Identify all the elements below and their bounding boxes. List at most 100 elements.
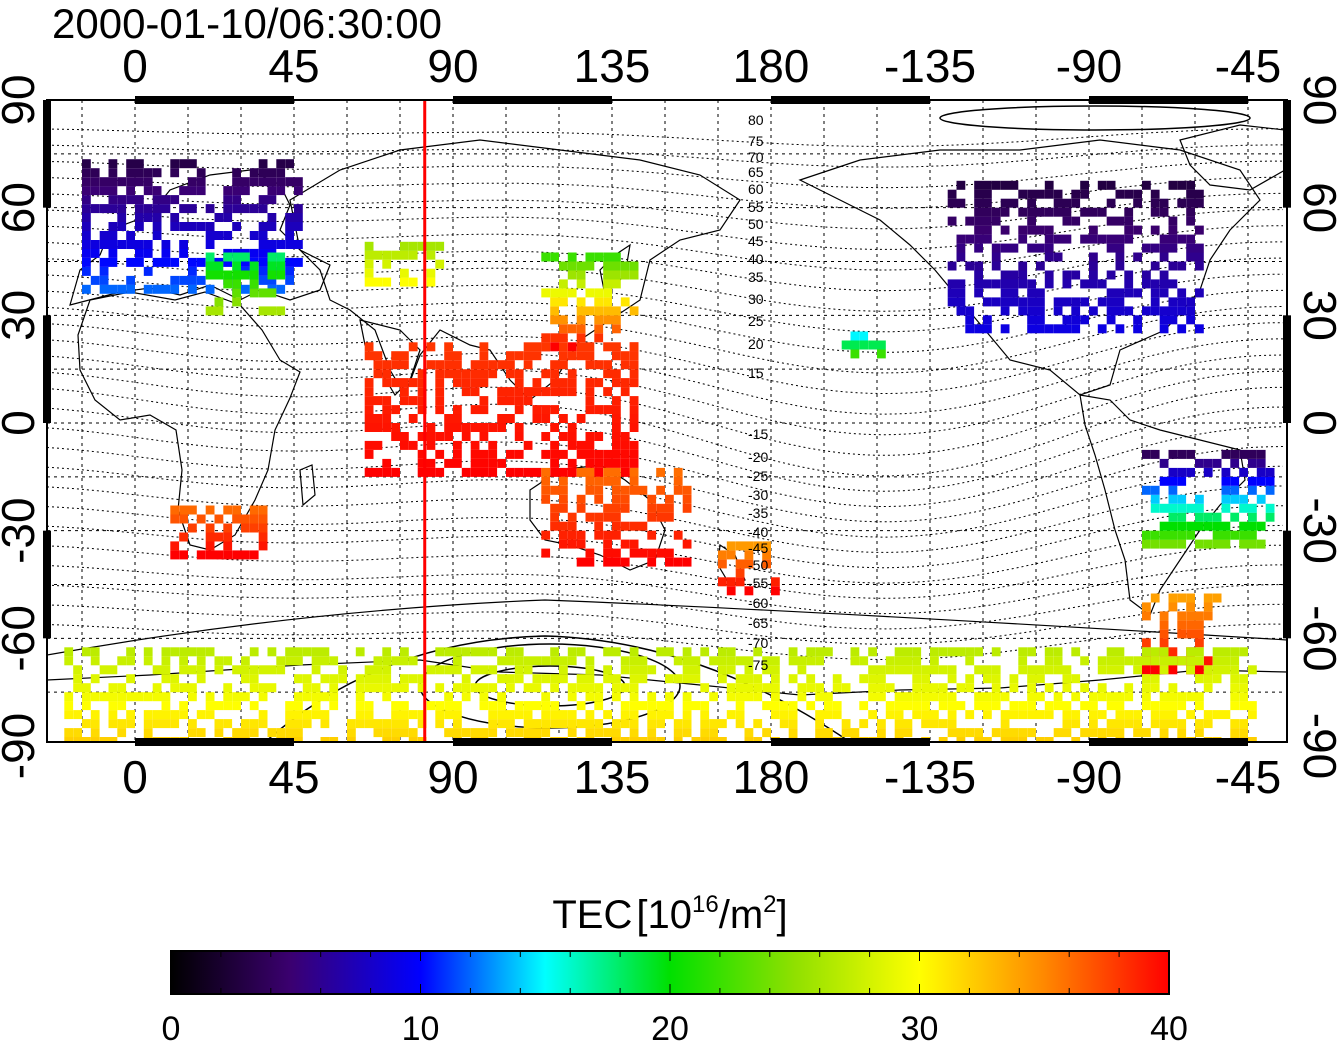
tec-cell bbox=[373, 674, 383, 684]
tec-cell bbox=[1221, 665, 1231, 675]
tec-cell bbox=[1106, 315, 1116, 325]
tec-cell bbox=[99, 737, 109, 742]
tec-cell bbox=[1027, 216, 1036, 226]
tec-cell bbox=[656, 512, 665, 522]
tec-cell bbox=[1256, 539, 1266, 549]
tec-cell bbox=[1009, 297, 1019, 307]
tec-cell bbox=[665, 647, 674, 657]
tec-cell bbox=[373, 423, 383, 432]
tec-cell bbox=[885, 710, 895, 720]
tec-cell bbox=[718, 550, 727, 560]
tec-cell bbox=[1106, 297, 1116, 307]
tec-cell bbox=[585, 378, 595, 388]
tec-cell bbox=[1097, 207, 1107, 217]
tec-cell bbox=[470, 387, 480, 397]
tec-cell bbox=[117, 656, 127, 666]
tec-cell bbox=[550, 701, 559, 711]
tec-cell bbox=[947, 701, 957, 711]
tec-cell bbox=[1106, 270, 1116, 280]
tec-cell bbox=[1106, 198, 1116, 208]
tec-cell bbox=[152, 222, 162, 231]
tec-cell bbox=[258, 266, 268, 276]
tec-cell bbox=[135, 177, 144, 187]
coastline bbox=[1179, 124, 1286, 191]
tec-cell bbox=[559, 539, 568, 549]
tec-cell bbox=[320, 710, 330, 720]
top-longitude-ticks: 0 45 90 135 180 -135 -90 -45 bbox=[122, 40, 1281, 92]
tec-cell bbox=[506, 387, 515, 397]
tec-cell bbox=[479, 378, 489, 388]
tec-cell bbox=[868, 683, 877, 693]
tec-cell bbox=[576, 261, 586, 271]
tec-cell bbox=[426, 458, 436, 468]
tec-cell bbox=[550, 333, 559, 343]
tec-cell bbox=[514, 647, 524, 657]
tec-cell bbox=[585, 485, 595, 495]
tec-cell bbox=[903, 728, 913, 738]
tec-cell bbox=[1097, 692, 1107, 702]
tec-cell bbox=[1044, 665, 1054, 675]
tec-cell bbox=[938, 692, 948, 702]
tec-cell bbox=[753, 719, 763, 729]
tec-cell bbox=[1027, 692, 1036, 702]
tec-cell bbox=[135, 213, 144, 222]
tec-cell bbox=[726, 586, 736, 596]
tec-cell bbox=[974, 288, 983, 298]
tec-cell bbox=[1230, 674, 1240, 684]
tec-cell bbox=[1186, 180, 1195, 190]
tec-cell bbox=[1203, 674, 1213, 684]
tec-cell bbox=[1071, 270, 1081, 280]
tec-cell bbox=[762, 683, 771, 693]
tec-cell bbox=[620, 440, 630, 450]
tec-cell bbox=[850, 656, 860, 666]
tec-cell bbox=[338, 665, 347, 675]
bottom-lon-label: 90 bbox=[427, 751, 478, 803]
tec-cell bbox=[832, 674, 842, 684]
tec-cell bbox=[603, 306, 612, 316]
tec-cell bbox=[612, 458, 621, 468]
mlat-contour bbox=[47, 192, 1283, 230]
tec-cell bbox=[514, 405, 524, 415]
tec-cell bbox=[620, 557, 630, 567]
tec-cell bbox=[64, 710, 74, 720]
tec-cell bbox=[541, 449, 551, 459]
tec-cell bbox=[196, 222, 206, 231]
tec-cell bbox=[117, 719, 127, 729]
bottom-lon-label: 45 bbox=[268, 751, 319, 803]
tec-cell bbox=[1265, 467, 1275, 477]
tec-cell bbox=[753, 683, 763, 693]
tec-cell bbox=[1159, 306, 1169, 316]
tec-cell bbox=[735, 719, 745, 729]
tec-cell bbox=[488, 710, 498, 720]
tec-cell bbox=[1203, 593, 1213, 603]
tec-cell bbox=[223, 719, 233, 729]
tec-cell bbox=[541, 530, 551, 540]
tec-cell bbox=[682, 710, 692, 720]
tec-cell bbox=[1044, 701, 1054, 711]
tec-cell bbox=[550, 423, 559, 432]
tec-cell bbox=[82, 240, 91, 249]
frame-bar-top bbox=[453, 96, 612, 104]
tec-cell bbox=[179, 514, 188, 524]
tec-cell bbox=[541, 548, 551, 558]
tec-cell bbox=[329, 737, 339, 742]
tec-cell bbox=[232, 168, 241, 178]
tec-cell bbox=[912, 647, 922, 657]
tec-cell bbox=[444, 665, 453, 675]
tec-cell bbox=[391, 360, 400, 370]
tec-cell bbox=[64, 737, 74, 742]
tec-cell bbox=[1062, 315, 1072, 325]
tec-cell bbox=[364, 378, 374, 388]
tec-cell bbox=[1203, 611, 1213, 621]
frame-bar-top bbox=[135, 96, 294, 104]
tec-cell bbox=[1186, 216, 1195, 226]
tec-cell bbox=[638, 656, 648, 666]
tec-cell bbox=[956, 701, 966, 711]
colorbar-tick-label: 30 bbox=[901, 1010, 939, 1042]
tec-cell bbox=[1142, 279, 1151, 289]
tec-cell bbox=[594, 494, 604, 504]
tec-cell bbox=[1027, 674, 1036, 684]
tec-cell bbox=[1212, 710, 1222, 720]
right-lat-label: -30 bbox=[1294, 497, 1340, 563]
tec-cell bbox=[894, 701, 904, 711]
